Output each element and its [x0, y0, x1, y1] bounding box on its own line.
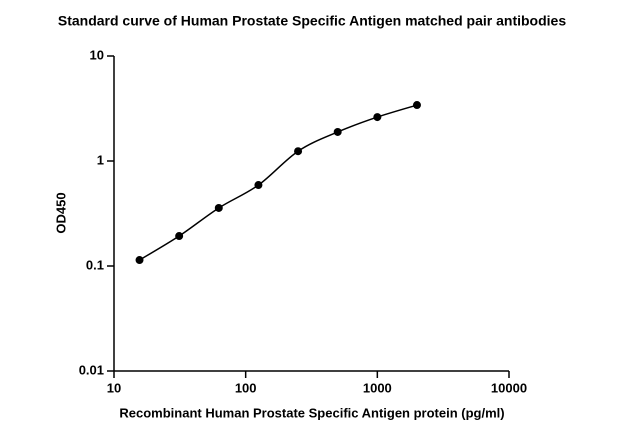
x-tick-label: 100: [235, 380, 257, 395]
data-point: [175, 232, 184, 241]
x-tick-label: 10000: [491, 380, 527, 395]
x-tick-label: 1000: [363, 380, 392, 395]
y-tick-label: 1: [97, 152, 104, 167]
y-axis-label: OD450: [53, 192, 68, 233]
y-tick-label: 0.01: [79, 362, 104, 377]
x-axis-label: Recombinant Human Prostate Specific Anti…: [119, 405, 504, 420]
y-tick-label: 10: [90, 47, 104, 62]
data-point: [214, 203, 223, 212]
data-point: [333, 127, 342, 136]
data-point: [135, 256, 144, 265]
data-point: [373, 113, 382, 122]
y-tick-label: 0.1: [86, 257, 104, 272]
data-point: [254, 181, 263, 190]
data-point: [412, 101, 421, 110]
chart-title: Standard curve of Human Prostate Specifi…: [58, 13, 566, 29]
data-point: [294, 147, 303, 156]
x-tick-label: 10: [107, 380, 121, 395]
